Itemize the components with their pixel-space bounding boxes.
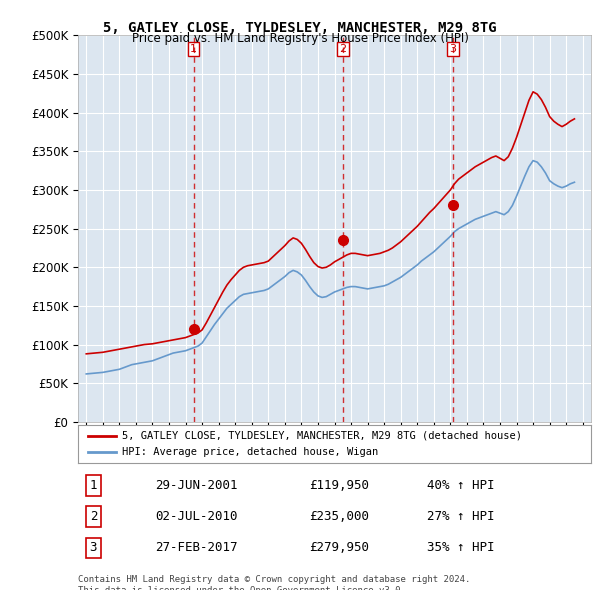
Text: Price paid vs. HM Land Registry's House Price Index (HPI): Price paid vs. HM Land Registry's House … <box>131 32 469 45</box>
Text: 35% ↑ HPI: 35% ↑ HPI <box>427 541 494 555</box>
Text: 5, GATLEY CLOSE, TYLDESLEY, MANCHESTER, M29 8TG (detached house): 5, GATLEY CLOSE, TYLDESLEY, MANCHESTER, … <box>122 431 521 441</box>
Text: 2: 2 <box>339 44 346 54</box>
Text: 29-JUN-2001: 29-JUN-2001 <box>155 478 238 492</box>
Text: £235,000: £235,000 <box>309 510 369 523</box>
Text: 02-JUL-2010: 02-JUL-2010 <box>155 510 238 523</box>
Text: 3: 3 <box>449 44 457 54</box>
Text: 27% ↑ HPI: 27% ↑ HPI <box>427 510 494 523</box>
Text: 27-FEB-2017: 27-FEB-2017 <box>155 541 238 555</box>
Text: 2: 2 <box>89 510 97 523</box>
Text: 1: 1 <box>89 478 97 492</box>
Text: HPI: Average price, detached house, Wigan: HPI: Average price, detached house, Wiga… <box>122 447 378 457</box>
Text: 5, GATLEY CLOSE, TYLDESLEY, MANCHESTER, M29 8TG: 5, GATLEY CLOSE, TYLDESLEY, MANCHESTER, … <box>103 21 497 35</box>
Text: 3: 3 <box>89 541 97 555</box>
Text: 40% ↑ HPI: 40% ↑ HPI <box>427 478 494 492</box>
Text: 1: 1 <box>190 44 197 54</box>
Text: £279,950: £279,950 <box>309 541 369 555</box>
Text: Contains HM Land Registry data © Crown copyright and database right 2024.
This d: Contains HM Land Registry data © Crown c… <box>78 575 470 590</box>
Text: £119,950: £119,950 <box>309 478 369 492</box>
